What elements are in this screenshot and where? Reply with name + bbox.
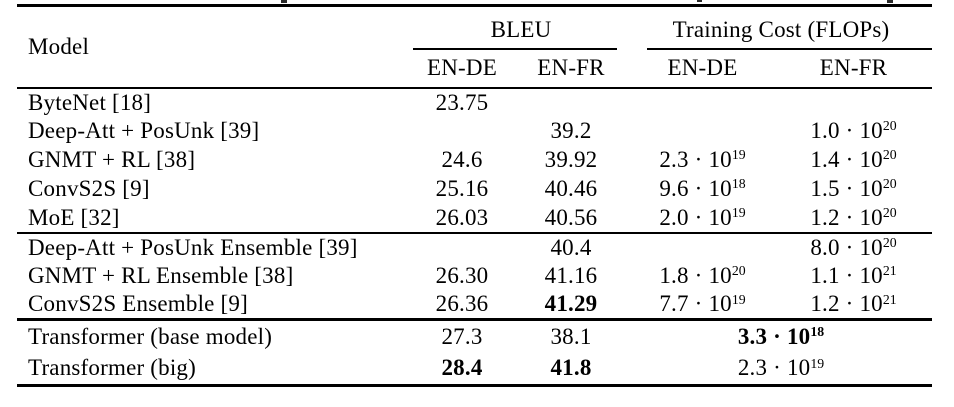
table-row: ByteNet [18] 23.75	[17, 88, 932, 117]
table-row: ConvS2S [9] 25.16 40.46 9.6 · 1018 1.5 ·…	[17, 175, 932, 204]
cost-combined-value: 3.3 · 1018	[737, 323, 825, 349]
column-header-cost-en-fr: EN-FR	[819, 55, 888, 80]
training-cost-group-label: Training Cost (FLOPs)	[672, 16, 890, 42]
table-row: GNMT + RL [38] 24.6 39.92 2.3 · 1019 1.4…	[17, 146, 932, 175]
model-name: MoE [32]	[28, 204, 120, 230]
cost-en-de-value	[630, 88, 775, 117]
cost-en-de-value: 2.0 · 1019	[659, 204, 746, 230]
model-name: GNMT + RL [38]	[28, 147, 196, 172]
bleu-en-de-value	[412, 233, 512, 262]
bleu-en-de-value: 24.6	[441, 147, 483, 172]
bleu-en-de-value	[412, 117, 512, 146]
bleu-en-de-value: 26.03	[435, 204, 489, 230]
table-row: ConvS2S Ensemble [9] 26.36 41.29 7.7 · 1…	[17, 291, 932, 320]
bleu-en-de-value: 28.4	[441, 355, 483, 381]
table-row: Transformer (big) 28.4 41.8 2.3 · 1019	[17, 353, 932, 386]
bleu-en-fr-value: 41.16	[544, 263, 598, 288]
column-group-bleu: BLEU	[412, 6, 630, 50]
model-name: Deep-Att + PosUnk Ensemble [39]	[28, 234, 358, 260]
cost-en-de-value: 7.7 · 1019	[659, 291, 746, 317]
column-header-cost-en-de: EN-DE	[667, 55, 738, 80]
column-header-bleu-en-de: EN-DE	[427, 55, 497, 80]
table-row: MoE [32] 26.03 40.56 2.0 · 1019 1.2 · 10…	[17, 204, 932, 233]
model-name: Transformer (big)	[28, 355, 196, 381]
training-cost-group-underline	[647, 47, 932, 50]
table-row: GNMT + RL Ensemble [38] 26.30 41.16 1.8 …	[17, 262, 932, 291]
bleu-en-de-value: 25.16	[435, 176, 489, 201]
column-header-bleu-en-fr: EN-FR	[537, 55, 605, 80]
cropped-text-fragment	[281, 0, 287, 3]
bleu-en-de-value: 26.30	[435, 263, 489, 288]
cropped-text-fragment	[697, 0, 702, 2]
cost-en-fr-value: 1.1 · 1021	[810, 263, 897, 288]
table-row: Deep-Att + PosUnk [39] 39.2 1.0 · 1020	[17, 117, 932, 146]
bleu-en-fr-value: 39.92	[544, 147, 598, 172]
bleu-en-de-value: 27.3	[441, 323, 483, 349]
section-single-models: ByteNet [18] 23.75 Deep-Att + PosUnk [39…	[17, 88, 932, 233]
bleu-en-fr-value: 41.29	[544, 291, 598, 317]
cost-en-de-value: 2.3 · 1019	[659, 147, 746, 172]
column-group-training-cost: Training Cost (FLOPs)	[630, 6, 932, 50]
table-row: Deep-Att + PosUnk Ensemble [39] 40.4 8.0…	[17, 233, 932, 262]
model-name: Deep-Att + PosUnk [39]	[28, 118, 260, 143]
bleu-group-underline	[413, 47, 617, 50]
header-subcolumn-row: EN-DE EN-FR EN-DE EN-FR	[17, 50, 932, 88]
bleu-en-de-value: 23.75	[435, 89, 489, 115]
cost-combined-value: 2.3 · 1019	[737, 355, 825, 381]
bleu-en-fr-value: 40.46	[544, 176, 598, 201]
cost-en-fr-value: 1.2 · 1021	[810, 291, 897, 317]
bleu-en-fr-value: 41.8	[550, 355, 592, 381]
cost-en-fr-value: 1.0 · 1020	[810, 118, 897, 143]
bleu-en-fr-value: 38.1	[550, 323, 592, 349]
bleu-group-label: BLEU	[490, 16, 552, 42]
header-group-row: Model BLEU Training Cost (FLOPs)	[17, 6, 932, 59]
results-table: Model BLEU Training Cost (FLOPs) EN-DE E…	[17, 4, 932, 387]
section-transformer-models: Transformer (base model) 27.3 38.1 3.3 ·…	[17, 319, 932, 386]
bleu-en-fr-value: 39.2	[550, 118, 592, 143]
bleu-en-de-value: 26.36	[435, 291, 489, 317]
bleu-en-fr-value	[512, 88, 630, 117]
bleu-en-fr-value: 40.56	[544, 204, 598, 230]
cost-en-fr-value: 8.0 · 1020	[810, 234, 897, 260]
model-name: ByteNet [18]	[28, 89, 152, 115]
cost-en-de-value: 9.6 · 1018	[659, 176, 746, 201]
model-name: GNMT + RL Ensemble [38]	[28, 263, 294, 288]
cropped-text-fragment	[887, 0, 893, 3]
column-header-model: Model	[28, 33, 90, 59]
section-ensemble-models: Deep-Att + PosUnk Ensemble [39] 40.4 8.0…	[17, 232, 932, 320]
cost-en-fr-value	[775, 88, 932, 117]
cost-en-de-value: 1.8 · 1020	[659, 263, 746, 288]
cost-en-fr-value: 1.2 · 1020	[810, 204, 897, 230]
cost-en-fr-value: 1.5 · 1020	[810, 176, 897, 201]
cost-en-de-value	[630, 233, 775, 262]
cost-en-de-value	[630, 117, 775, 146]
cost-en-fr-value: 1.4 · 1020	[810, 147, 897, 172]
table-row: Transformer (base model) 27.3 38.1 3.3 ·…	[17, 320, 932, 353]
model-name: ConvS2S Ensemble [9]	[28, 291, 248, 317]
table-header: Model BLEU Training Cost (FLOPs) EN-DE E…	[17, 6, 932, 88]
bleu-en-fr-value: 40.4	[550, 234, 592, 260]
model-name: Transformer (base model)	[28, 323, 273, 349]
model-name: ConvS2S [9]	[28, 176, 150, 201]
